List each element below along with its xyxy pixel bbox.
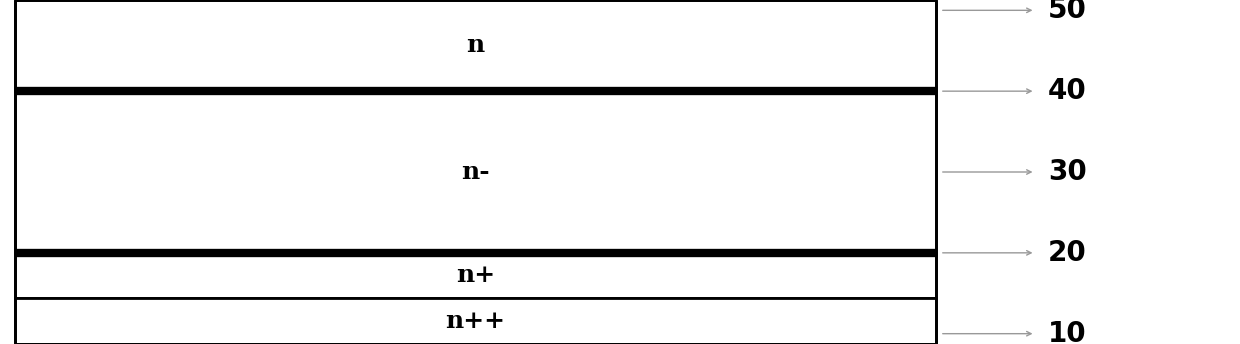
Text: n+: n+ xyxy=(456,263,495,287)
Text: n++: n++ xyxy=(445,309,506,333)
Bar xyxy=(15,253,936,298)
Text: 50: 50 xyxy=(1048,0,1086,24)
Bar xyxy=(15,91,936,253)
Text: 40: 40 xyxy=(1048,77,1086,105)
Text: 10: 10 xyxy=(1048,320,1086,344)
Bar xyxy=(15,298,936,344)
Text: n-: n- xyxy=(461,160,490,184)
Text: 20: 20 xyxy=(1048,239,1086,267)
Text: 30: 30 xyxy=(1048,158,1086,186)
Bar xyxy=(15,0,936,91)
Text: n: n xyxy=(466,33,485,57)
